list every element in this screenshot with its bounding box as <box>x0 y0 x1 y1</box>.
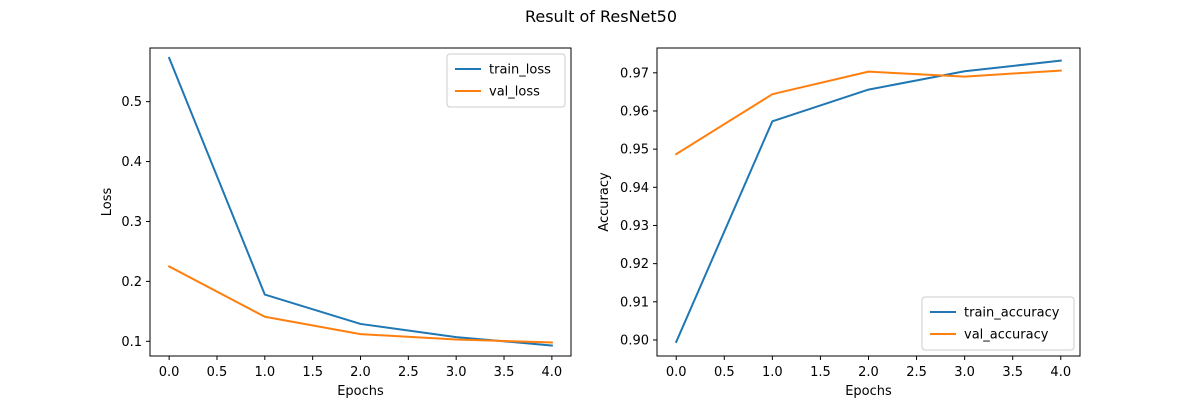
chart-0-xtick-label: 2.5 <box>398 365 419 380</box>
chart-1-legend-label-val_accuracy: val_accuracy <box>964 328 1049 343</box>
accuracy-chart: 0.0 0.5 1.0 1.5 2.0 2.5 3.0 3.5 4.0 0.90 0.91 0.92 0… <box>597 47 1081 399</box>
figure-title: Result of ResNet50 <box>525 7 677 26</box>
chart-1-ytick-label: 0.93 <box>620 219 649 234</box>
chart-1-ytick-label: 0.97 <box>620 66 649 81</box>
chart-0-ytick-label: 0.3 <box>121 215 142 230</box>
chart-1-legend-label-train_accuracy: train_accuracy <box>964 306 1060 321</box>
chart-0-legend-label-val_loss: val_loss <box>489 85 540 100</box>
chart-0-xtick-label: 3.5 <box>494 365 515 380</box>
chart-1-series-train_accuracy <box>674 59 1062 344</box>
chart-0-xtick-label: 1.0 <box>254 365 275 380</box>
chart-0-ytick-label: 0.4 <box>121 155 142 170</box>
chart-1-xtick-label: 1.5 <box>810 365 831 380</box>
chart-1-xtick-label: 2.0 <box>858 365 879 380</box>
chart-1-ytick-label: 0.91 <box>620 295 649 310</box>
chart-0-ytick-label: 0.1 <box>121 335 142 350</box>
chart-0-ylabel: Loss <box>100 188 115 217</box>
chart-0-legend-box <box>446 53 566 108</box>
chart-1-xtick-label: 1.0 <box>762 365 783 380</box>
chart-0-xtick-label: 2.0 <box>350 365 371 380</box>
chart-1-xtick-label: 3.0 <box>954 365 975 380</box>
chart-0-legend: train_loss val_loss <box>446 53 566 108</box>
chart-1-ytick-label: 0.90 <box>620 333 649 348</box>
chart-1-ytick-label: 0.92 <box>620 257 649 272</box>
chart-0-xlabel: Epochs <box>337 384 384 399</box>
chart-0-series-val_loss <box>167 265 553 344</box>
chart-0-xtick-label: 0.5 <box>207 365 228 380</box>
chart-1-series-val_accuracy <box>674 69 1062 156</box>
chart-0-legend-label-train_loss: train_loss <box>489 63 551 78</box>
chart-1-legend: train_accuracy val_accuracy <box>921 296 1075 351</box>
chart-0-ytick-label: 0.5 <box>121 95 142 110</box>
chart-1-ytick-label: 0.96 <box>620 104 649 119</box>
chart-1-ylabel: Accuracy <box>597 172 612 232</box>
chart-1-legend-box <box>921 296 1075 351</box>
chart-1-xtick-label: 4.0 <box>1050 365 1071 380</box>
chart-1-xtick-label: 3.5 <box>1002 365 1023 380</box>
loss-chart: 0.0 0.5 1.0 1.5 2.0 2.5 3.0 3.5 4.0 0.1 0.2 0.3 0.4 0… <box>100 47 572 399</box>
chart-1-ytick-label: 0.95 <box>620 143 649 158</box>
chart-0-xtick-label: 4.0 <box>542 365 563 380</box>
chart-0-xtick-label: 3.0 <box>446 365 467 380</box>
chart-1-xtick-label: 0.5 <box>714 365 735 380</box>
chart-1-xtick-label: 2.5 <box>906 365 927 380</box>
chart-0-ytick-label: 0.2 <box>121 275 142 290</box>
chart-0-xtick-label: 1.5 <box>302 365 323 380</box>
chart-0-xtick-label: 0.0 <box>159 365 180 380</box>
chart-1-ytick-label: 0.94 <box>620 181 649 196</box>
chart-1-xtick-label: 0.0 <box>666 365 687 380</box>
chart-1-xlabel: Epochs <box>845 384 892 399</box>
